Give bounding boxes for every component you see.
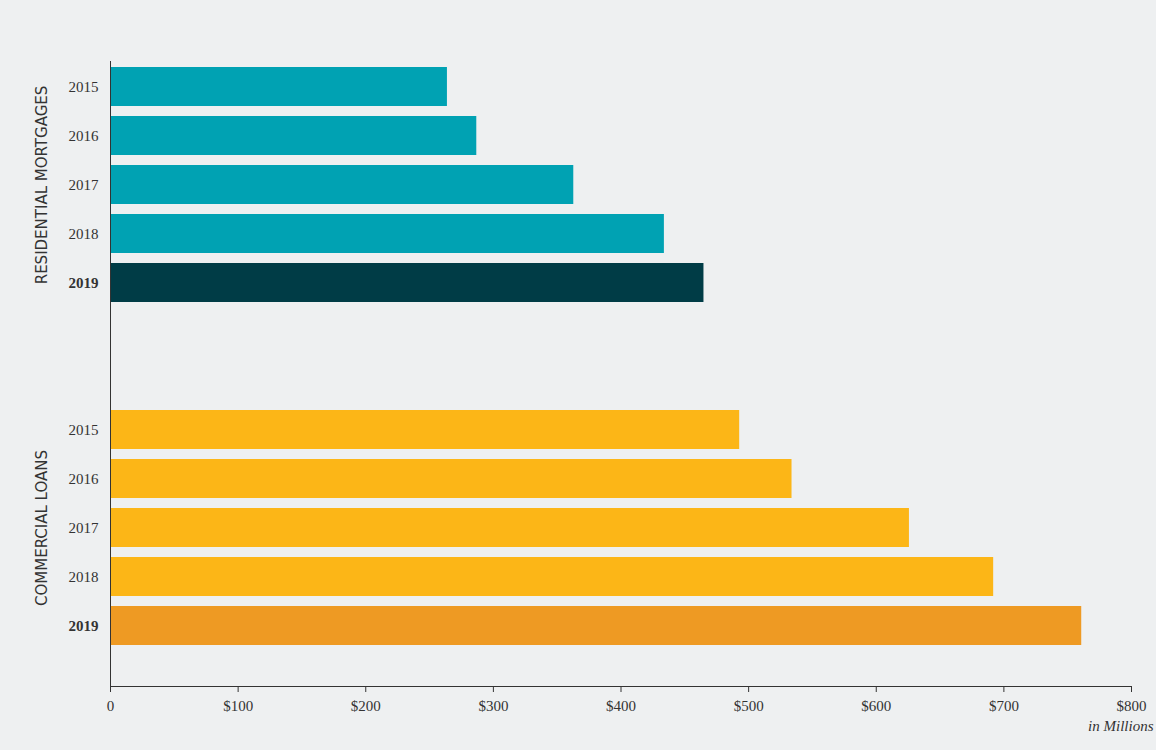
- svg-text:2016: 2016: [69, 471, 100, 487]
- svg-text:2017: 2017: [69, 177, 100, 193]
- svg-text:$700: $700: [989, 698, 1019, 714]
- svg-text:COMMERCIAL LOANS: COMMERCIAL LOANS: [33, 450, 51, 606]
- svg-text:$100: $100: [223, 698, 253, 714]
- svg-text:2018: 2018: [69, 569, 99, 585]
- svg-text:in Millions: in Millions: [1088, 718, 1154, 734]
- svg-text:$800: $800: [1117, 698, 1147, 714]
- svg-text:RESIDENTIAL MORTGAGES: RESIDENTIAL MORTGAGES: [33, 86, 51, 285]
- svg-text:$600: $600: [861, 698, 891, 714]
- svg-text:$500: $500: [734, 698, 764, 714]
- svg-text:2018: 2018: [69, 226, 99, 242]
- svg-text:0: 0: [107, 698, 115, 714]
- svg-text:$200: $200: [351, 698, 381, 714]
- svg-text:2019: 2019: [69, 618, 99, 634]
- svg-text:$400: $400: [606, 698, 636, 714]
- svg-text:$300: $300: [478, 698, 508, 714]
- svg-text:2015: 2015: [69, 422, 99, 438]
- svg-text:2019: 2019: [69, 275, 99, 291]
- svg-text:2016: 2016: [69, 128, 100, 144]
- svg-text:2017: 2017: [69, 520, 100, 536]
- svg-text:2015: 2015: [69, 79, 99, 95]
